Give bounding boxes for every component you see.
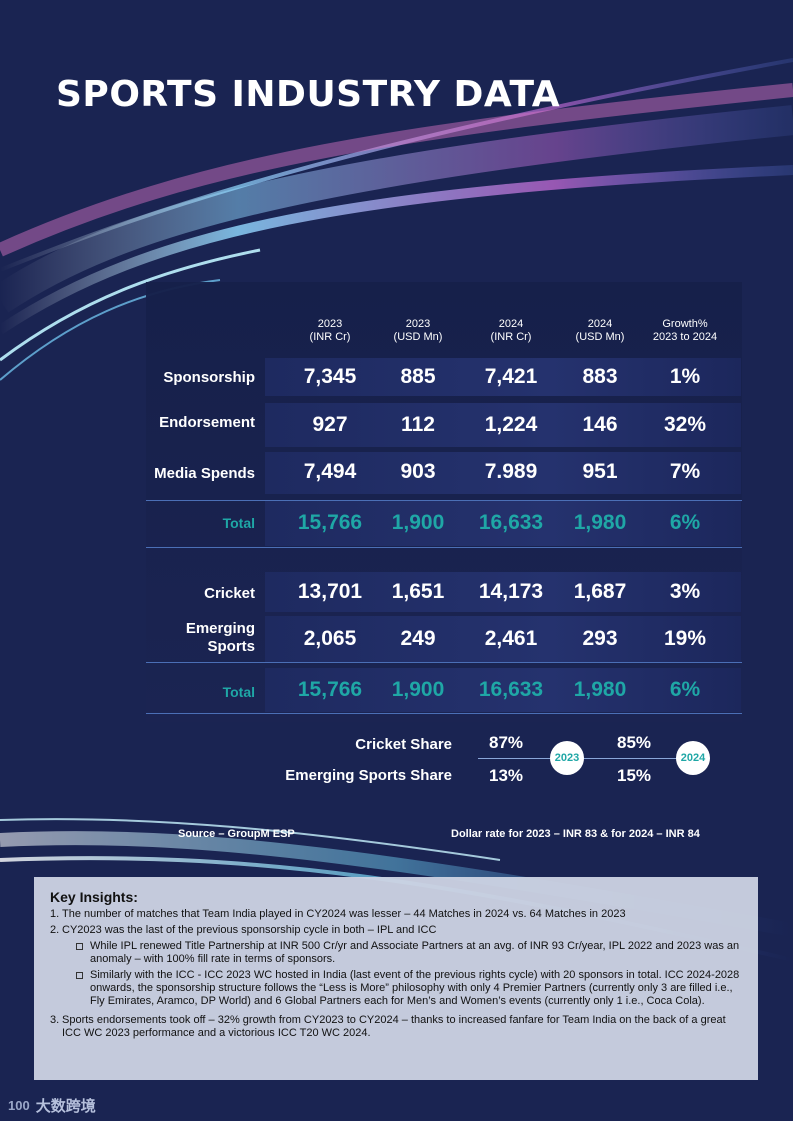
divider — [146, 500, 742, 501]
table-cell: 1,651 — [391, 580, 445, 603]
table-cell: 7% — [669, 460, 701, 483]
row-label: Emerging Sports — [185, 620, 255, 655]
year-badge-2024: 2024 — [676, 741, 710, 775]
column-header-2024-usd: 2024 (USD Mn) — [575, 318, 625, 343]
table-cell: 15,766 — [297, 678, 363, 701]
insight-item: 3. Sports endorsements took off – 32% gro… — [50, 1014, 726, 1039]
table-cell: 1,900 — [391, 678, 445, 701]
table-cell: 951 — [582, 460, 618, 483]
table-cell: 7,345 — [303, 365, 357, 388]
table-cell: 7,421 — [484, 365, 538, 388]
row-background — [265, 358, 741, 396]
table-cell: 927 — [312, 413, 348, 436]
row-label: Endorsement — [159, 414, 255, 431]
table-cell: 3% — [669, 580, 701, 603]
row-label: Cricket — [204, 585, 255, 602]
table-cell: 7.989 — [484, 460, 538, 483]
table-cell: 1% — [669, 365, 701, 388]
row-background — [265, 452, 741, 494]
table-cell: 14,173 — [478, 580, 544, 603]
row-label-total: Total — [222, 515, 255, 531]
table-cell: 1,900 — [391, 511, 445, 534]
emerging-share-2023: 13% — [488, 766, 524, 785]
table-cell: 293 — [582, 627, 618, 650]
key-insights-title: Key Insights: — [50, 889, 138, 905]
page-title: SPORTS INDUSTRY DATA — [56, 74, 561, 115]
table-cell: 2,065 — [303, 627, 357, 650]
table-cell: 32% — [663, 413, 707, 436]
divider — [146, 662, 742, 663]
table-cell: 13,701 — [297, 580, 363, 603]
square-bullet-icon — [76, 972, 83, 979]
key-insights-box: Key Insights: 1. The number of matches th… — [34, 877, 758, 1080]
table-cell: 15,766 — [297, 511, 363, 534]
table-cell: 19% — [663, 627, 707, 650]
year-badge-2023: 2023 — [550, 741, 584, 775]
divider — [146, 547, 742, 548]
dollar-rate-note: Dollar rate for 2023 – INR 83 & for 2024… — [451, 828, 700, 840]
logo-mark-icon: 100 — [8, 1098, 30, 1113]
table-cell: 1,980 — [573, 511, 627, 534]
table-cell: 903 — [400, 460, 436, 483]
table-cell: 249 — [400, 627, 436, 650]
table-cell: 2,461 — [484, 627, 538, 650]
column-header-growth: Growth% 2023 to 2024 — [652, 318, 718, 343]
column-header-2024-inr: 2024 (INR Cr) — [490, 318, 532, 343]
column-header-2023-inr: 2023 (INR Cr) — [309, 318, 351, 343]
insight-item: 2. CY2023 was the last of the previous sp… — [50, 924, 437, 936]
divider — [146, 713, 742, 714]
square-bullet-icon — [76, 943, 83, 950]
row-label: Sponsorship — [163, 369, 255, 386]
table-cell: 1,224 — [484, 413, 538, 436]
table-cell: 16,633 — [478, 678, 544, 701]
table-cell: 112 — [401, 413, 435, 436]
table-cell: 6% — [669, 678, 701, 701]
share-divider-line — [478, 758, 706, 759]
emerging-share-2024: 15% — [616, 766, 652, 785]
emerging-share-label: Emerging Sports Share — [285, 767, 452, 784]
insight-sub-item: While IPL renewed Title Partnership at I… — [50, 940, 742, 966]
cricket-share-label: Cricket Share — [355, 736, 452, 753]
insight-sub-item: Similarly with the ICC - ICC 2023 WC hos… — [50, 969, 742, 1008]
table-cell: 146 — [582, 413, 618, 436]
cricket-share-2023: 87% — [488, 733, 524, 752]
table-cell: 885 — [400, 365, 436, 388]
table-cell: 6% — [669, 511, 701, 534]
table-cell: 7,494 — [303, 460, 357, 483]
table-cell: 1,687 — [573, 580, 627, 603]
row-background — [265, 668, 741, 712]
row-background — [265, 403, 741, 447]
column-header-2023-usd: 2023 (USD Mn) — [393, 318, 443, 343]
table-cell: 16,633 — [478, 511, 544, 534]
row-background — [265, 500, 741, 546]
logo-text: 大数跨境 — [35, 1098, 96, 1115]
source-note: Source – GroupM ESP — [178, 828, 295, 840]
table-cell: 1,980 — [573, 678, 627, 701]
insight-item: 1. The number of matches that Team India … — [50, 908, 626, 920]
table-cell: 883 — [582, 365, 618, 388]
row-label: Media Spends — [154, 465, 255, 482]
watermark-logo: 100 大数跨境 — [8, 1095, 96, 1116]
cricket-share-2024: 85% — [616, 733, 652, 752]
row-background — [265, 572, 741, 612]
row-label-total: Total — [222, 684, 255, 700]
row-background — [265, 616, 741, 662]
